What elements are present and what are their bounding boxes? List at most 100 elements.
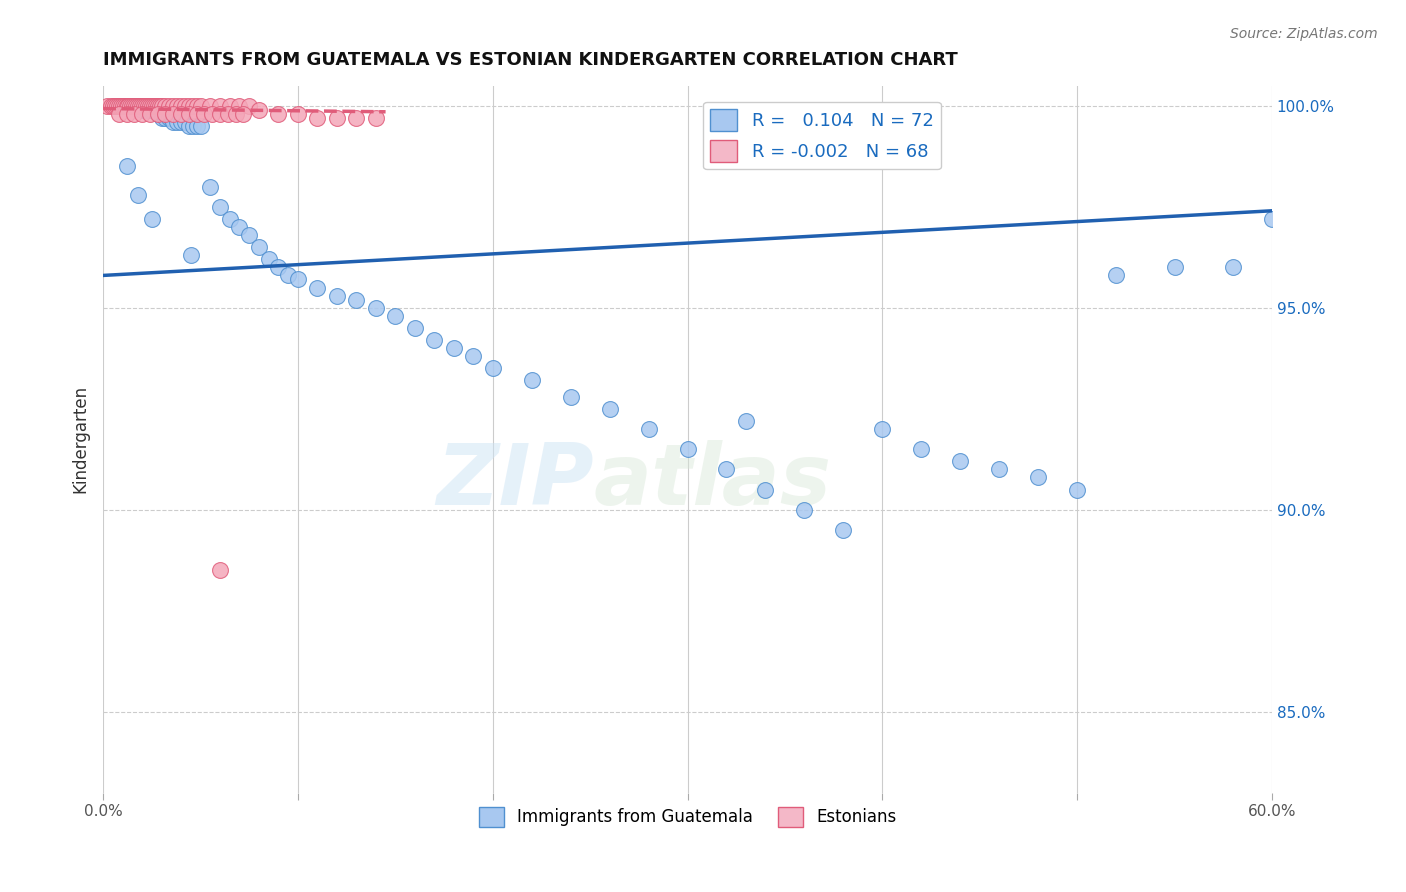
Point — [1066, 483, 1088, 497]
Point — [443, 341, 465, 355]
Point — [155, 111, 177, 125]
Point — [107, 99, 129, 113]
Point — [105, 99, 128, 113]
Point — [162, 107, 184, 121]
Point — [139, 99, 162, 113]
Point — [115, 159, 138, 173]
Point — [141, 103, 163, 117]
Point — [247, 103, 270, 117]
Point — [96, 99, 118, 113]
Point — [217, 107, 239, 121]
Point — [257, 252, 280, 267]
Point — [247, 240, 270, 254]
Point — [988, 462, 1011, 476]
Point — [124, 99, 146, 113]
Point — [793, 503, 815, 517]
Point — [200, 179, 222, 194]
Point — [104, 99, 127, 113]
Point — [125, 99, 148, 113]
Legend: Immigrants from Guatemala, Estonians: Immigrants from Guatemala, Estonians — [472, 800, 903, 834]
Point — [218, 99, 240, 113]
Point — [201, 107, 224, 121]
Text: Source: ZipAtlas.com: Source: ZipAtlas.com — [1230, 27, 1378, 41]
Point — [131, 107, 153, 121]
Point — [208, 107, 231, 121]
Point — [117, 99, 139, 113]
Point — [145, 99, 167, 113]
Point — [193, 107, 215, 121]
Point — [107, 107, 129, 121]
Point — [124, 99, 146, 113]
Point — [181, 119, 204, 133]
Point — [107, 99, 129, 113]
Point — [520, 374, 543, 388]
Point — [100, 99, 122, 113]
Point — [146, 107, 169, 121]
Point — [139, 107, 162, 121]
Point — [404, 321, 426, 335]
Point — [872, 422, 894, 436]
Point — [135, 99, 157, 113]
Point — [676, 442, 699, 457]
Point — [157, 111, 180, 125]
Point — [174, 99, 197, 113]
Point — [115, 99, 138, 113]
Point — [170, 107, 193, 121]
Point — [127, 99, 149, 113]
Point — [344, 111, 367, 125]
Point — [141, 211, 163, 226]
Point — [101, 99, 124, 113]
Point — [177, 99, 200, 113]
Text: atlas: atlas — [593, 440, 832, 523]
Point — [174, 115, 197, 129]
Point — [170, 99, 193, 113]
Point — [135, 103, 157, 117]
Point — [326, 288, 349, 302]
Point — [364, 301, 387, 315]
Point — [186, 107, 208, 121]
Point — [225, 107, 247, 121]
Point — [754, 483, 776, 497]
Point — [637, 422, 659, 436]
Point — [832, 523, 855, 537]
Point — [162, 99, 184, 113]
Point — [155, 99, 177, 113]
Point — [125, 99, 148, 113]
Point — [200, 99, 222, 113]
Point — [139, 103, 162, 117]
Point — [145, 103, 167, 117]
Point — [287, 272, 309, 286]
Point — [186, 99, 208, 113]
Text: IMMIGRANTS FROM GUATEMALA VS ESTONIAN KINDERGARTEN CORRELATION CHART: IMMIGRANTS FROM GUATEMALA VS ESTONIAN KI… — [103, 51, 957, 69]
Point — [481, 361, 503, 376]
Point — [121, 99, 143, 113]
Point — [114, 99, 136, 113]
Point — [228, 219, 250, 234]
Point — [146, 107, 169, 121]
Point — [166, 99, 188, 113]
Point — [157, 99, 180, 113]
Point — [166, 115, 188, 129]
Point — [181, 99, 204, 113]
Point — [307, 280, 329, 294]
Point — [910, 442, 932, 457]
Point — [364, 111, 387, 125]
Point — [127, 187, 149, 202]
Point — [190, 99, 212, 113]
Point — [149, 99, 172, 113]
Point — [162, 115, 184, 129]
Point — [1163, 260, 1185, 275]
Point — [150, 111, 173, 125]
Point — [124, 107, 146, 121]
Point — [238, 227, 260, 242]
Point — [129, 99, 152, 113]
Point — [384, 309, 406, 323]
Point — [136, 99, 159, 113]
Point — [146, 99, 169, 113]
Point — [735, 414, 758, 428]
Point — [232, 107, 254, 121]
Point — [208, 99, 231, 113]
Point — [716, 462, 738, 476]
Point — [111, 99, 134, 113]
Point — [150, 99, 173, 113]
